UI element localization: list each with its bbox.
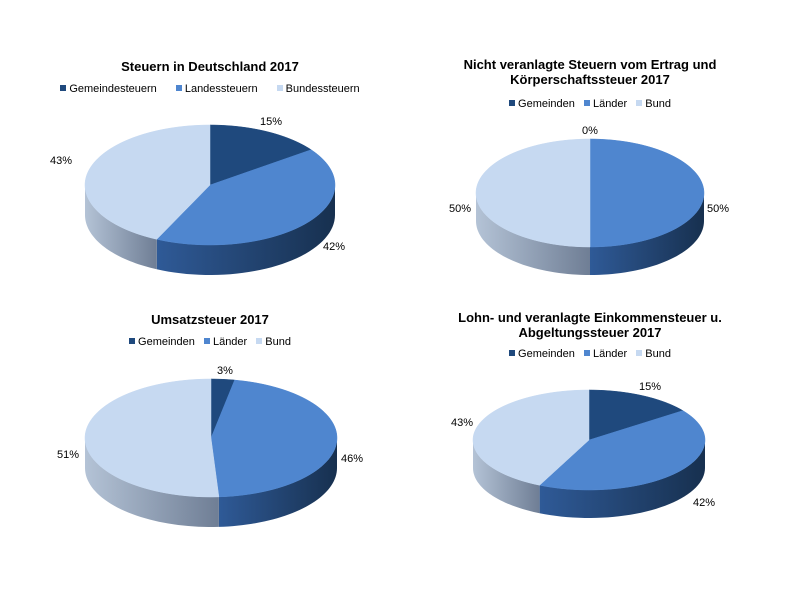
chart-steuern-deutschland: Steuern in Deutschland 2017 Gemeindesteu… — [20, 0, 400, 300]
chart-lohn-einkommensteuer: Lohn- und veranlagte Einkommensteuer u. … — [400, 300, 780, 600]
pie-umsatzsteuer — [84, 378, 338, 527]
legend-swatch-icon — [276, 85, 283, 91]
legend-label: Bund — [265, 336, 291, 348]
chart-legend: Gemeinden Länder Bund — [400, 348, 780, 360]
data-label-gemeinden: 0% — [582, 125, 598, 137]
chart-legend: Gemeindesteuern Landessteuern Bundessteu… — [20, 83, 400, 95]
data-label-bund: 43% — [451, 417, 473, 429]
pie-side-wall — [476, 193, 590, 275]
legend-label: Bund — [645, 348, 671, 360]
chart-title-line: Steuern in Deutschland 2017 — [121, 59, 299, 74]
legend-swatch-icon — [636, 350, 643, 356]
pie-slice-laender — [156, 149, 336, 246]
legend-label: Bund — [645, 98, 671, 110]
data-label-laender: 42% — [693, 497, 715, 509]
pie-nicht-veranlagte-steuern — [475, 138, 705, 275]
legend-item-bund: Bund — [256, 336, 291, 348]
legend-swatch-icon — [203, 338, 210, 344]
pie-slice-gemeinden — [209, 124, 312, 186]
legend-item-bund: Bundessteuern — [276, 83, 360, 95]
data-label-laender: 42% — [323, 241, 345, 253]
pie-side-wall — [156, 185, 335, 275]
chart-title-line: Umsatzsteuer 2017 — [151, 312, 269, 327]
legend-label: Gemeinden — [138, 336, 195, 348]
chart-legend: Gemeinden Länder Bund — [400, 98, 780, 110]
legend-swatch-icon — [583, 350, 590, 356]
pie-side-wall — [473, 440, 540, 514]
legend-swatch-icon — [509, 100, 516, 106]
pie-side-wall — [539, 440, 705, 518]
data-label-laender: 46% — [341, 453, 363, 465]
data-label-bund: 50% — [449, 203, 471, 215]
chart-title: Nicht veranlagte Steuern vom Ertrag und … — [400, 57, 780, 87]
legend-label: Länder — [212, 336, 248, 348]
data-label-gemeinden: 3% — [217, 365, 233, 377]
pie-slice-gemeinden — [588, 389, 684, 441]
legend-label: Gemeinden — [518, 348, 575, 360]
legend-item-gemeinden: Gemeinden — [509, 348, 575, 360]
chart-title: Lohn- und veranlagte Einkommensteuer u. … — [400, 310, 780, 340]
legend-swatch-icon — [175, 85, 182, 91]
legend-swatch-icon — [256, 338, 263, 344]
legend-item-gemeinden: Gemeinden — [509, 98, 575, 110]
legend-label: Bundessteuern — [285, 83, 360, 95]
legend-item-laender: Länder — [203, 336, 248, 348]
pie-slice-laender — [210, 379, 338, 498]
legend-label: Länder — [592, 98, 628, 110]
chart-title: Steuern in Deutschland 2017 — [20, 59, 400, 74]
pie-slice-bund — [84, 378, 220, 498]
pie-side-wall — [590, 193, 704, 275]
pie-slice-laender — [589, 138, 705, 248]
chart-title: Umsatzsteuer 2017 — [20, 312, 400, 327]
data-label-bund: 43% — [50, 155, 72, 167]
legend-item-bund: Bund — [636, 98, 671, 110]
pie-steuern-deutschland — [84, 124, 336, 275]
data-label-gemeinden: 15% — [260, 116, 282, 128]
pie-slice-bund — [472, 389, 590, 486]
legend-swatch-icon — [60, 85, 67, 91]
legend-item-bund: Bund — [636, 348, 671, 360]
legend-item-laender: Länder — [583, 98, 628, 110]
legend-label: Gemeinden — [518, 98, 575, 110]
chart-title-line: Nicht veranlagte Steuern vom Ertrag und — [463, 57, 717, 72]
legend-swatch-icon — [583, 100, 590, 106]
chart-umsatzsteuer: Umsatzsteuer 2017 Gemeinden Länder Bund — [20, 300, 400, 600]
chart-nicht-veranlagte-steuern: Nicht veranlagte Steuern vom Ertrag und … — [400, 0, 780, 300]
chart-title-line: Körperschaftssteuer 2017 — [510, 72, 670, 87]
chart-legend: Gemeinden Länder Bund — [20, 336, 400, 348]
data-label-laender: 50% — [707, 203, 729, 215]
chart-title-line: Abgeltungssteuer 2017 — [518, 325, 662, 340]
chart-title-line: Lohn- und veranlagte Einkommensteuer u. — [458, 310, 722, 325]
legend-item-gemeinden: Gemeindesteuern — [60, 83, 157, 95]
legend-swatch-icon — [636, 100, 643, 106]
pie-slice-bund — [84, 124, 211, 240]
data-label-gemeinden: 15% — [639, 381, 661, 393]
pie-slice-bund — [475, 138, 591, 248]
legend-swatch-icon — [509, 350, 516, 356]
pie-slice-laender — [539, 410, 706, 491]
pie-side-wall — [218, 438, 337, 527]
data-label-bund: 51% — [57, 449, 79, 461]
legend-swatch-icon — [129, 338, 136, 344]
legend-label: Länder — [592, 348, 628, 360]
legend-item-gemeinden: Gemeinden — [129, 336, 195, 348]
pie-lohn-einkommensteuer — [472, 389, 706, 518]
legend-item-laender: Landessteuern — [175, 83, 258, 95]
legend-item-laender: Länder — [583, 348, 628, 360]
pie-side-wall — [85, 438, 219, 527]
legend-label: Gemeindesteuern — [69, 83, 157, 95]
legend-label: Landessteuern — [184, 83, 258, 95]
